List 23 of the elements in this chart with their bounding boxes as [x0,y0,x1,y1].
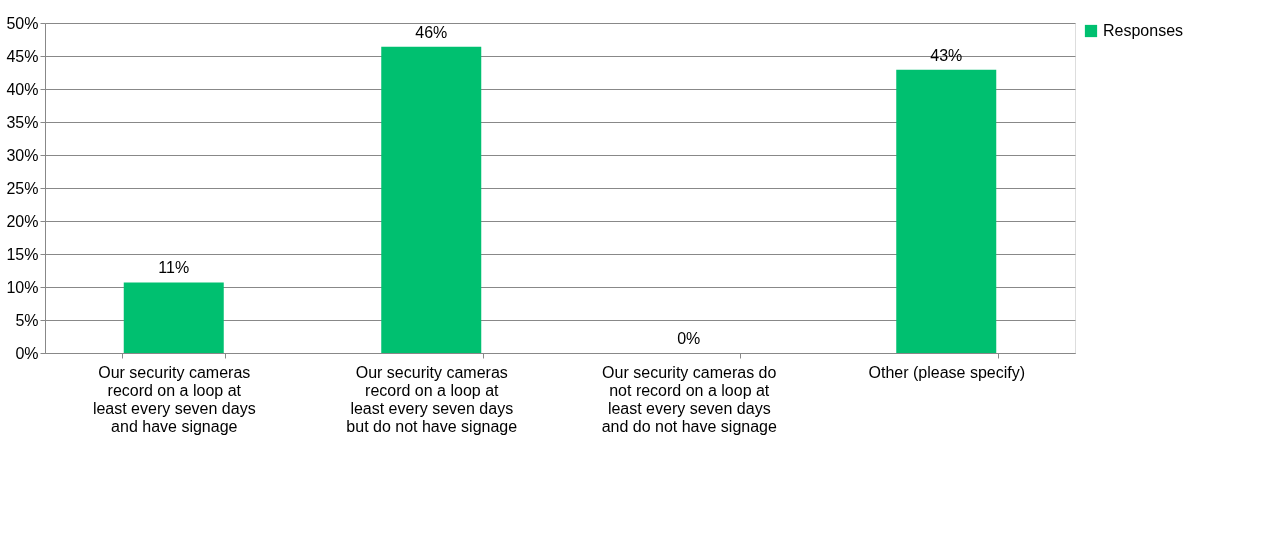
y-tick-label: 30% [6,146,39,164]
y-tick-label: 50% [6,14,39,32]
y-tick-label: 40% [6,80,39,98]
bar [123,282,224,353]
data-label: 43% [930,46,963,64]
x-tick-label: Our security cameras record on a loop at least every seven days and have signage [92,363,256,435]
y-tick-label: 45% [6,47,39,65]
x-tick-label: Our security cameras do not record on a loop at least every seven days and do not have signage [601,363,777,435]
y-tick-label: 15% [6,245,39,263]
data-label: 0% [677,330,701,347]
legend-label: Responses [1103,22,1184,39]
y-tick-label: 5% [15,311,39,329]
y-tick-label: 35% [6,113,39,131]
data-label: 11% [158,259,190,277]
y-tick-label: 25% [6,179,39,197]
x-tick-label: Our security cameras record on a loop at least every seven days but do not have signage [346,363,518,435]
x-tick-label: Other (please specify) [868,363,1026,381]
y-tick-label: 10% [6,278,39,296]
y-tick-label: 20% [6,212,39,230]
bar [896,69,997,353]
bar [381,46,482,353]
y-tick-label: 0% [15,344,39,362]
data-label: 46% [415,23,448,41]
